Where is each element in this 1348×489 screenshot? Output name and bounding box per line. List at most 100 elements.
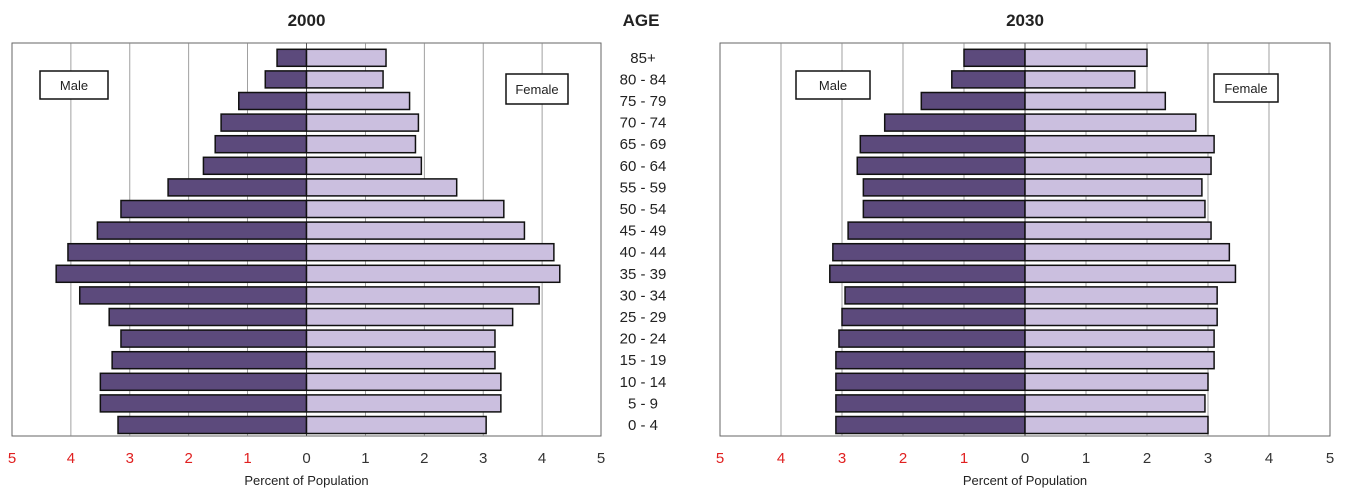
female-bar: [1024, 156, 1212, 176]
male-bar: [832, 242, 1026, 262]
x-tick-label: 2: [420, 450, 428, 467]
age-group-label: 15 - 19: [620, 352, 667, 369]
male-bar: [96, 221, 308, 240]
x-tick-label: 5: [597, 450, 605, 467]
age-group-label: 25 - 29: [620, 309, 667, 326]
male-bar: [841, 307, 1026, 327]
male-bar: [835, 350, 1026, 370]
male-bar: [202, 156, 308, 176]
age-group-label: 45 - 49: [620, 223, 667, 240]
female-bar: [1024, 70, 1136, 89]
chart-panel-2000: 2000 Male Female 5 4 3 2 1 0 1 2 3 4 5 Percent of Popu…: [8, 11, 605, 488]
male-bar: [120, 329, 308, 348]
age-group-label: 5 - 9: [628, 395, 658, 412]
female-bar: [1024, 199, 1206, 219]
female-bar: [1024, 350, 1215, 370]
female-bar: [305, 199, 505, 219]
male-bar: [108, 307, 308, 327]
x-tick-label: 3: [1204, 450, 1212, 467]
female-bar: [1024, 178, 1203, 197]
age-group-label: 40 - 44: [620, 244, 667, 261]
x-tick-label: 3: [838, 450, 846, 467]
female-bar: [1024, 372, 1209, 392]
legend-female-box: [1213, 73, 1279, 103]
male-bar: [167, 178, 308, 197]
age-group-label: 30 - 34: [620, 287, 667, 304]
female-bar: [1024, 286, 1218, 305]
x-tick-label: 4: [777, 450, 785, 467]
male-bar: [862, 178, 1026, 197]
female-bar: [305, 329, 496, 348]
x-tick-label: 4: [538, 450, 546, 467]
male-bar: [847, 221, 1026, 240]
female-bar: [305, 372, 502, 392]
female-bar: [1024, 221, 1212, 240]
male-bar: [276, 48, 308, 68]
x-tick-label: 4: [67, 450, 75, 467]
female-bar: [1024, 91, 1167, 111]
female-bar: [1024, 415, 1209, 435]
female-bar: [1024, 329, 1215, 348]
x-tick-label: 5: [716, 450, 724, 467]
female-bar: [305, 415, 487, 435]
x-axis-title: Percent of Population: [244, 473, 368, 488]
male-bar: [67, 242, 308, 262]
x-tick-label: 1: [960, 450, 968, 467]
female-bar: [305, 394, 502, 413]
female-bar: [305, 350, 496, 370]
male-bar: [835, 372, 1026, 392]
legend-male-box: [39, 70, 109, 100]
male-bar: [856, 156, 1026, 176]
legend-male-label: Male: [60, 78, 88, 93]
age-group-label: 20 - 24: [620, 331, 667, 348]
female-bar: [1024, 242, 1231, 262]
chart-title: 2030: [1006, 11, 1044, 30]
female-bar: [1024, 394, 1206, 413]
male-bar: [835, 394, 1026, 413]
male-bar: [951, 70, 1026, 89]
chart-title: 2000: [288, 11, 326, 30]
female-bar: [305, 91, 411, 111]
x-tick-label: 1: [243, 450, 251, 467]
female-bar: [305, 264, 561, 284]
female-bar: [305, 70, 384, 89]
male-bar: [835, 415, 1026, 435]
male-bar: [859, 134, 1026, 154]
male-bar: [220, 113, 308, 132]
male-bar: [829, 264, 1026, 284]
male-bar: [99, 372, 308, 392]
male-bar: [264, 70, 308, 89]
x-tick-label: 2: [899, 450, 907, 467]
age-group-label: 85+: [630, 50, 656, 67]
x-axis-title: Percent of Population: [963, 473, 1087, 488]
legend-female-label: Female: [515, 82, 558, 97]
male-bar: [117, 415, 308, 435]
age-group-label: 75 - 79: [620, 93, 667, 110]
x-tick-label: 3: [126, 450, 134, 467]
age-group-label: 50 - 54: [620, 201, 667, 218]
age-group-label: 35 - 39: [620, 266, 667, 283]
age-header: AGE: [623, 11, 660, 30]
chart-panel-2030: 2030 Male Female 5 4 3 2 1 0 1 2 3 4 5 Percent of Popu…: [716, 11, 1334, 488]
female-bar: [305, 286, 540, 305]
x-tick-label: 5: [1326, 450, 1334, 467]
age-group-label: 10 - 14: [620, 374, 667, 391]
age-group-label: 55 - 59: [620, 179, 667, 196]
x-tick-label: 0: [302, 450, 310, 467]
female-bar: [1024, 113, 1197, 132]
female-bar: [305, 113, 420, 132]
male-bar: [111, 350, 308, 370]
legend-female-box: [505, 73, 569, 105]
female-bar: [305, 48, 387, 68]
x-tick-label: 3: [479, 450, 487, 467]
legend-female-label: Female: [1224, 81, 1267, 96]
female-bar: [1024, 264, 1237, 284]
x-tick-label: 0: [1021, 450, 1029, 467]
x-tick-label: 2: [185, 450, 193, 467]
male-bar: [844, 286, 1026, 305]
age-group-label: 65 - 69: [620, 136, 667, 153]
x-tick-label: 1: [1082, 450, 1090, 467]
female-bar: [305, 156, 423, 176]
age-group-label: 60 - 64: [620, 158, 667, 175]
